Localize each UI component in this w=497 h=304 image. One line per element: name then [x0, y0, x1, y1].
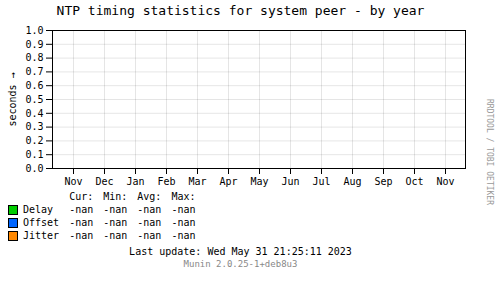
- html-text:Offset: Offset: [23, 217, 60, 228]
- svg-text:seconds →: seconds →: [7, 72, 18, 126]
- svg-text:0.2: 0.2: [25, 135, 43, 146]
- html-text:-nan: -nan: [103, 217, 128, 228]
- html-text:-nan: -nan: [69, 217, 94, 228]
- svg-text:0.6: 0.6: [25, 80, 43, 91]
- svg-text:0.0: 0.0: [25, 163, 43, 174]
- html-text:-nan: -nan: [171, 217, 196, 228]
- html-text:Min:: Min:: [103, 191, 128, 202]
- svg-text:Mar: Mar: [188, 176, 206, 187]
- svg-text:0.9: 0.9: [25, 39, 43, 50]
- html-text:RRDTOOL / TOBI OETIKER: RRDTOOL / TOBI OETIKER: [484, 99, 494, 205]
- svg-text:May: May: [250, 176, 268, 187]
- html-text:-nan: -nan: [69, 230, 94, 241]
- svg-text:Dec: Dec: [95, 176, 113, 187]
- svg-text:Jun: Jun: [281, 176, 299, 187]
- html-text:-nan: -nan: [103, 230, 128, 241]
- html-text:-nan: -nan: [137, 217, 162, 228]
- html-text:Last update: Wed May 31 21:25:: Last update: Wed May 31 21:25:11 2023: [129, 246, 352, 257]
- svg-text:Nov: Nov: [64, 176, 82, 187]
- svg-text:Oct: Oct: [405, 176, 423, 187]
- html-text:-nan: -nan: [171, 204, 196, 215]
- svg-text:Sep: Sep: [374, 176, 392, 187]
- html-text:Delay: Delay: [23, 204, 54, 215]
- html-text:Max:: Max:: [171, 191, 196, 202]
- html-text:-nan: -nan: [137, 230, 162, 241]
- html-text:-nan: -nan: [103, 204, 128, 215]
- svg-text:Jul: Jul: [312, 176, 330, 187]
- html-text:-nan: -nan: [171, 230, 196, 241]
- svg-text:0.7: 0.7: [25, 66, 43, 77]
- svg-text:Jan: Jan: [126, 176, 144, 187]
- svg-text:0.4: 0.4: [25, 108, 43, 119]
- svg-text:0.1: 0.1: [25, 149, 43, 160]
- svg-text:0.3: 0.3: [25, 121, 43, 132]
- html-text:NTP timing statistics for syst: NTP timing statistics for system peer - …: [56, 3, 425, 18]
- svg-text:Apr: Apr: [219, 176, 237, 187]
- svg-text:0.5: 0.5: [25, 94, 43, 105]
- svg-text:1.0: 1.0: [25, 25, 43, 36]
- html-text:-nan: -nan: [137, 204, 162, 215]
- html-text:Cur:: Cur:: [69, 191, 94, 202]
- svg-text:Feb: Feb: [157, 176, 175, 187]
- html-text:Jitter: Jitter: [23, 230, 60, 241]
- svg-text:Nov: Nov: [436, 176, 454, 187]
- svg-text:0.8: 0.8: [25, 52, 43, 63]
- html-text:Avg:: Avg:: [137, 191, 162, 202]
- svg-text:Aug: Aug: [343, 176, 361, 187]
- html-text:Munin 2.0.25-1+deb8u3: Munin 2.0.25-1+deb8u3: [183, 259, 298, 269]
- html-text:-nan: -nan: [69, 204, 94, 215]
